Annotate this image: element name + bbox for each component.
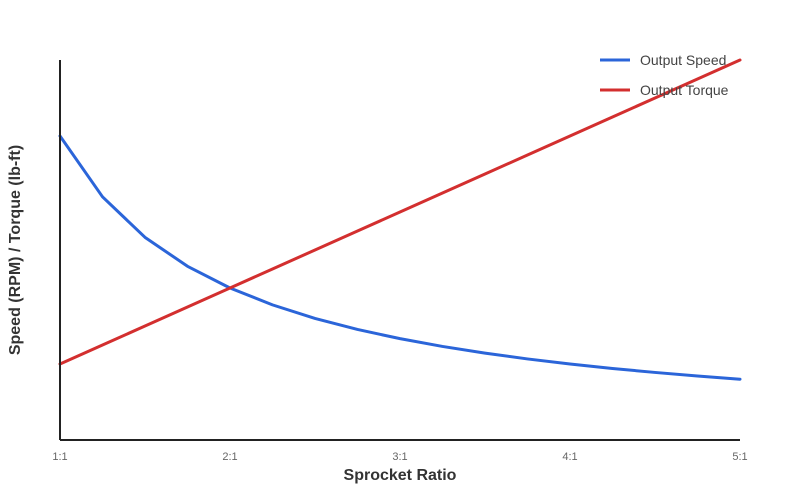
x-tick-label: 3:1	[392, 451, 407, 463]
legend-item-output-speed: Output Speed	[600, 52, 726, 68]
x-tick-label: 5:1	[732, 451, 747, 463]
legend-label: Output Torque	[640, 82, 729, 98]
series-layer	[58, 58, 742, 381]
series-line-output-speed	[58, 134, 742, 381]
x-tick-labels: 1:1 2:1 3:1 4:1 5:1	[52, 451, 747, 463]
y-axis-title: Speed (RPM) / Torque (lb-ft)	[7, 145, 24, 355]
x-axis-title: Sprocket Ratio	[344, 467, 457, 484]
x-tick-label: 1:1	[52, 451, 67, 463]
series-line-output-torque	[58, 58, 742, 366]
legend-label: Output Speed	[640, 52, 726, 68]
x-tick-label: 4:1	[562, 451, 577, 463]
x-tick-label: 2:1	[222, 451, 237, 463]
legend: Output Speed Output Torque	[600, 52, 729, 98]
legend-item-output-torque: Output Torque	[600, 82, 729, 98]
